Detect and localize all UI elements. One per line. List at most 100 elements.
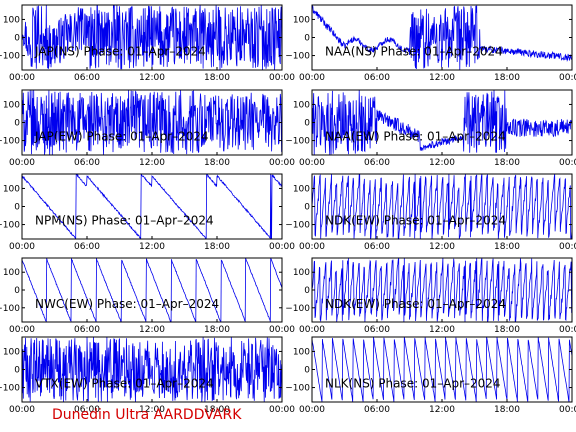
x-tick-label: 00:00 — [299, 242, 325, 252]
y-tick-label: −100 — [285, 384, 310, 394]
x-tick-label: 18:00 — [204, 325, 230, 335]
x-tick-label: 00:00 — [269, 405, 295, 415]
x-tick-label: 06:00 — [364, 405, 390, 415]
phase-series-line — [312, 174, 572, 239]
y-tick-label: −100 — [285, 304, 310, 314]
x-tick-label: 00:00 — [269, 73, 295, 83]
phase-series-line — [22, 5, 282, 70]
phase-series-line — [312, 258, 572, 322]
panel-title: NDK(EW) Phase: 01–Apr–2024 — [325, 297, 506, 311]
panel-title: VTX(EW) Phase: 01–Apr–2024 — [35, 377, 214, 391]
x-tick-label: 12:00 — [139, 242, 165, 252]
phase-series-line — [312, 90, 572, 155]
phase-series-line — [312, 5, 572, 70]
phase-series-line — [22, 174, 282, 239]
x-tick-label: 00:00 — [9, 405, 35, 415]
x-tick-label: 00:00 — [9, 73, 35, 83]
x-tick-label: 12:00 — [429, 242, 455, 252]
panel-title: NPM(NS) Phase: 01–Apr–2024 — [35, 214, 214, 228]
phase-panel: 100 0 −100 00:00 06:00 12:00 18:00 00:00 VTX(EW)… — [0, 336, 295, 415]
y-tick-label: 100 — [293, 347, 310, 357]
x-tick-label: 12:00 — [429, 325, 455, 335]
panel-title: JAP(EW) Phase: 01–Apr–2024 — [34, 130, 209, 144]
x-tick-label: 18:00 — [204, 158, 230, 168]
x-tick-label: 00:00 — [299, 405, 325, 415]
y-tick-label: 0 — [304, 119, 310, 129]
x-tick-label: 18:00 — [494, 325, 520, 335]
phase-panel: 100 0 −100 00:00 06:00 12:00 18:00 00:00 NPM(NS)… — [0, 173, 295, 252]
y-tick-label: 0 — [304, 286, 310, 296]
y-tick-label: 100 — [293, 268, 310, 278]
x-tick-label: 18:00 — [204, 242, 230, 252]
y-tick-label: 100 — [293, 184, 310, 194]
panel-title: NAA(EW) Phase: 01–Apr–2024 — [325, 130, 506, 144]
y-tick-label: 0 — [304, 203, 310, 213]
x-tick-label: 06:00 — [364, 325, 390, 335]
phase-panel: 100 0 −100 00:00 06:00 12:00 18:00 00:00 NDK(EW)… — [285, 257, 576, 335]
y-tick-label: 100 — [3, 268, 20, 278]
y-tick-label: 0 — [14, 203, 20, 213]
y-tick-label: 100 — [3, 15, 20, 25]
x-tick-label: 00:00 — [269, 325, 295, 335]
panel-title: NAA(NS) Phase: 01–Apr–2024 — [325, 45, 503, 59]
x-tick-label: 06:00 — [74, 325, 100, 335]
x-tick-label: 18:00 — [204, 73, 230, 83]
x-tick-label: 06:00 — [364, 242, 390, 252]
footer-signature: Dunedin Ultra AARDDVARK — [52, 407, 242, 423]
phase-series-line — [22, 258, 282, 322]
panel-title: NWC(EW) Phase: 01–Apr–2024 — [35, 297, 219, 311]
y-tick-label: 100 — [293, 100, 310, 110]
x-tick-label: 12:00 — [139, 73, 165, 83]
y-tick-label: −100 — [0, 221, 20, 231]
phase-panel: 100 0 −100 00:00 06:00 12:00 18:00 00:00 NAA(NS)… — [285, 4, 576, 83]
x-tick-label: 18:00 — [494, 158, 520, 168]
x-tick-label: 06:00 — [364, 73, 390, 83]
panel-title: JAP(NS) Phase: 01–Apr–2024 — [34, 45, 206, 59]
y-tick-label: 0 — [304, 366, 310, 376]
phase-series-line — [22, 337, 282, 402]
y-tick-label: 0 — [14, 366, 20, 376]
x-tick-label: 06:00 — [74, 242, 100, 252]
x-tick-label: 00:00 — [559, 158, 576, 168]
y-tick-label: −100 — [0, 384, 20, 394]
x-tick-label: 00:00 — [299, 73, 325, 83]
y-tick-label: 100 — [3, 184, 20, 194]
x-tick-label: 12:00 — [139, 158, 165, 168]
x-tick-label: 00:00 — [559, 242, 576, 252]
y-tick-label: −100 — [0, 52, 20, 62]
x-tick-label: 18:00 — [494, 405, 520, 415]
y-tick-label: −100 — [0, 304, 20, 314]
phase-panel: 100 0 −100 00:00 06:00 12:00 18:00 00:00 JAP(NS)… — [0, 4, 295, 83]
phase-series-line — [22, 90, 282, 155]
x-tick-label: 00:00 — [559, 405, 576, 415]
y-tick-label: −100 — [285, 137, 310, 147]
phase-panel: 100 0 −100 00:00 06:00 12:00 18:00 00:00 NDK(EW)… — [285, 173, 576, 252]
y-tick-label: 0 — [14, 119, 20, 129]
phase-series-line — [312, 337, 572, 402]
y-tick-label: 0 — [14, 286, 20, 296]
phase-panel: 100 0 −100 00:00 06:00 12:00 18:00 00:00 NAA(EW)… — [285, 89, 576, 168]
x-tick-label: 00:00 — [269, 158, 295, 168]
phase-panel: 100 0 −100 00:00 06:00 12:00 18:00 00:00 JAP(EW)… — [0, 89, 295, 168]
x-tick-label: 18:00 — [494, 73, 520, 83]
plot-frame — [21, 257, 283, 323]
x-tick-label: 12:00 — [429, 405, 455, 415]
y-tick-label: 0 — [304, 34, 310, 44]
y-tick-label: 100 — [293, 15, 310, 25]
x-tick-label: 06:00 — [74, 158, 100, 168]
panel-title: NDK(EW) Phase: 01–Apr–2024 — [325, 214, 506, 228]
y-tick-label: 0 — [14, 34, 20, 44]
y-tick-label: 100 — [3, 100, 20, 110]
y-tick-label: 100 — [3, 347, 20, 357]
x-tick-label: 00:00 — [299, 325, 325, 335]
x-tick-label: 12:00 — [139, 405, 165, 415]
x-tick-label: 00:00 — [9, 242, 35, 252]
x-tick-label: 00:00 — [9, 158, 35, 168]
x-tick-label: 06:00 — [364, 158, 390, 168]
x-tick-label: 00:00 — [299, 158, 325, 168]
x-tick-label: 00:00 — [559, 73, 576, 83]
x-tick-label: 00:00 — [9, 325, 35, 335]
y-tick-label: −100 — [285, 52, 310, 62]
x-tick-label: 18:00 — [204, 405, 230, 415]
